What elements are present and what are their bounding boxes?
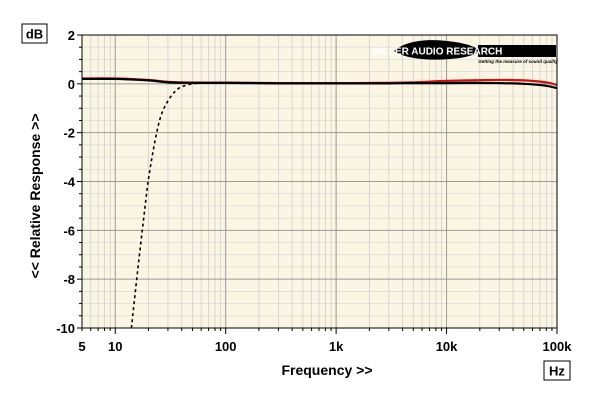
data-series <box>81 77 558 329</box>
logo-tagline: Getting the measure of sound quality <box>478 59 558 64</box>
logo-wordmark: MILLER AUDIO RESEARCH <box>372 47 503 58</box>
x-tick-label: 100k <box>543 339 573 354</box>
x-tick-label: 5 <box>78 339 85 354</box>
x-axis-title: Frequency >> <box>281 362 372 378</box>
y-tick-label: -2 <box>63 126 75 141</box>
y-tick-label: -10 <box>56 321 75 336</box>
series-line-3 <box>130 82 202 329</box>
plot-frame <box>81 34 558 329</box>
x-tick-label: 100 <box>215 339 237 354</box>
x-tick-label: 1k <box>329 339 344 354</box>
y-axis-title: << Relative Response >> <box>27 114 43 279</box>
x-tick-labels: 5 10 100 1k 10k 100k <box>78 339 572 354</box>
x-tick-label: 10 <box>108 339 122 354</box>
series-line-2 <box>81 77 558 90</box>
y-unit-label: dB <box>26 27 43 42</box>
y-tick-label: -6 <box>63 223 75 238</box>
x-unit-label: Hz <box>549 364 565 379</box>
x-unit-box <box>543 360 571 381</box>
y-unit-box <box>21 23 48 44</box>
y-tick-label: -8 <box>63 272 75 287</box>
y-tick-label: -4 <box>63 175 75 190</box>
x-tick-label: 10k <box>436 339 458 354</box>
y-tick-label: 2 <box>68 28 75 43</box>
miller-audio-research-logo: MILLER AUDIO RESEARCH Getting the measur… <box>372 40 558 64</box>
y-tick-label: 0 <box>68 77 75 92</box>
y-tick-labels: 2 0 -2 -4 -6 -8 -10 <box>56 28 76 336</box>
